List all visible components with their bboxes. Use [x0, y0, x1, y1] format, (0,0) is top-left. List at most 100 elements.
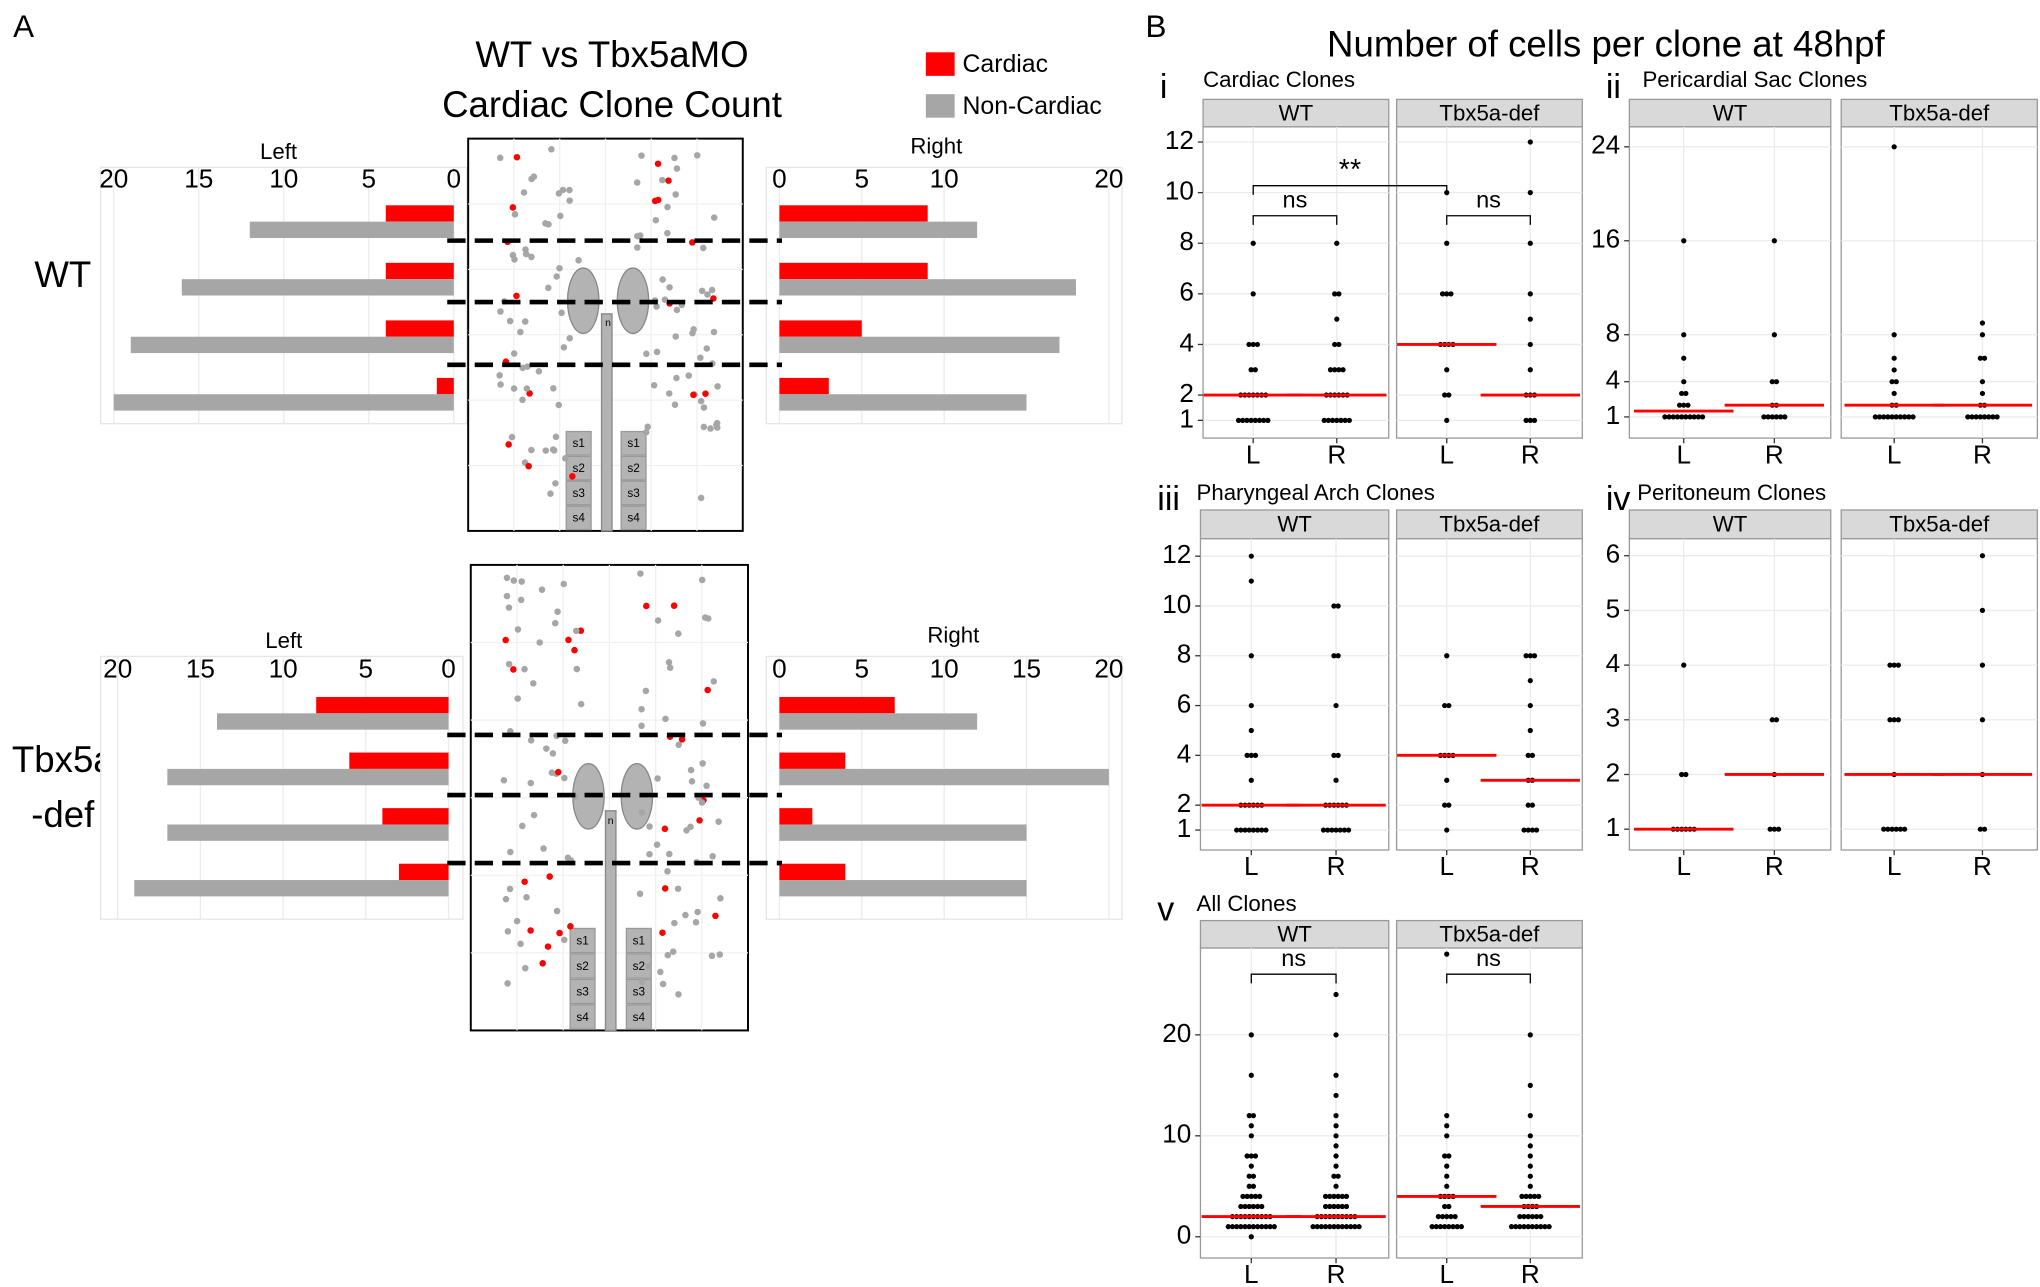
cell-dot: [669, 948, 677, 955]
point: [1248, 1133, 1254, 1139]
point: [1977, 355, 1983, 361]
facet-label: Tbx5a-def: [1889, 100, 1990, 125]
bar: [216, 713, 449, 730]
point: [1527, 417, 1533, 423]
cell-dot: [664, 229, 671, 237]
point: [1331, 752, 1337, 758]
point: [1244, 1193, 1250, 1200]
x-tick-label: 10: [269, 163, 298, 193]
x-tick-label: 5: [854, 163, 869, 193]
y-tick-label: 4: [1177, 738, 1192, 768]
point: [1773, 717, 1780, 723]
point: [1329, 417, 1336, 423]
bar: [316, 696, 449, 714]
cell-dot: [633, 179, 641, 186]
point: [1979, 607, 1986, 614]
cell-dot: [521, 878, 528, 886]
point: [1687, 414, 1693, 420]
point: [1248, 1163, 1254, 1169]
plot-area: [1628, 126, 1832, 439]
point: [1332, 291, 1338, 297]
point: [1981, 355, 1988, 361]
point: [1538, 1213, 1544, 1220]
bar: [779, 221, 978, 238]
point: [1331, 603, 1337, 609]
somite: [565, 505, 592, 531]
group-label: WT: [34, 254, 91, 295]
plot-area: [1840, 126, 2039, 439]
x-tick-label: 20: [1094, 163, 1123, 193]
point: [1533, 827, 1540, 833]
point: [1891, 355, 1897, 361]
point: [1683, 414, 1689, 420]
point: [1517, 1224, 1523, 1230]
point: [1994, 414, 2000, 420]
cell-dot: [526, 390, 533, 397]
cell-dot: [698, 799, 706, 806]
cell-dot: [704, 686, 711, 694]
point: [1529, 802, 1536, 808]
point: [1259, 827, 1265, 833]
cell-dot: [535, 367, 543, 375]
point: [1250, 1224, 1257, 1230]
point: [1254, 1203, 1261, 1210]
significance-label: ns: [1476, 945, 1501, 971]
point: [1979, 320, 1986, 326]
point: [1322, 1193, 1329, 1200]
point: [1334, 240, 1340, 246]
x-tick-label: 15: [184, 163, 213, 193]
cell-dot: [559, 186, 567, 194]
somite-label: s2: [572, 462, 584, 475]
y-tick-label: 6: [1179, 277, 1194, 307]
y-tick-label: 2: [1179, 378, 1194, 408]
point: [1527, 240, 1533, 246]
cell-dot: [708, 286, 716, 294]
point: [1527, 702, 1533, 709]
significance-bracket: [1252, 215, 1338, 225]
cell-dot: [715, 818, 722, 825]
x-tick-label: L: [1246, 439, 1261, 469]
y-tick-label: 1: [1179, 403, 1194, 433]
facet-strip: [1840, 98, 2039, 128]
point: [1444, 1113, 1450, 1119]
point: [1437, 1224, 1444, 1230]
point: [1250, 1183, 1257, 1189]
cell-dot: [689, 239, 696, 246]
significance-bracket: [1446, 215, 1531, 225]
point: [1335, 1203, 1341, 1210]
cell-dot: [646, 850, 653, 858]
point: [1990, 414, 1996, 420]
bar: [779, 279, 1076, 296]
point: [1889, 826, 1895, 832]
panel-label: A: [13, 9, 34, 44]
x-tick-label: 0: [772, 163, 787, 193]
cell-dot: [521, 665, 528, 673]
cell-dot: [505, 660, 513, 668]
cell-dot: [572, 627, 580, 635]
point: [1341, 827, 1348, 833]
notochord-label: n: [605, 318, 611, 329]
point: [1238, 1203, 1244, 1210]
point: [1452, 1213, 1458, 1220]
cell-dot: [519, 396, 526, 404]
significance-bracket: [1446, 973, 1531, 984]
somite: [620, 505, 647, 531]
point: [1458, 1224, 1465, 1230]
cell-dot: [527, 779, 535, 787]
cell-dot: [511, 256, 518, 263]
point: [1771, 826, 1777, 832]
notochord: [600, 313, 613, 532]
notochord-label: n: [608, 816, 614, 827]
point: [1352, 1224, 1358, 1230]
point: [1538, 1224, 1544, 1230]
bar: [779, 863, 846, 881]
point: [1250, 341, 1256, 348]
cell-dot: [577, 627, 585, 634]
point: [1333, 1133, 1339, 1139]
y-tick-label: 1: [1606, 812, 1621, 842]
point: [1444, 951, 1450, 957]
point: [1527, 1173, 1533, 1179]
point: [1529, 1213, 1536, 1220]
point: [1527, 367, 1533, 373]
point: [1271, 1224, 1277, 1230]
